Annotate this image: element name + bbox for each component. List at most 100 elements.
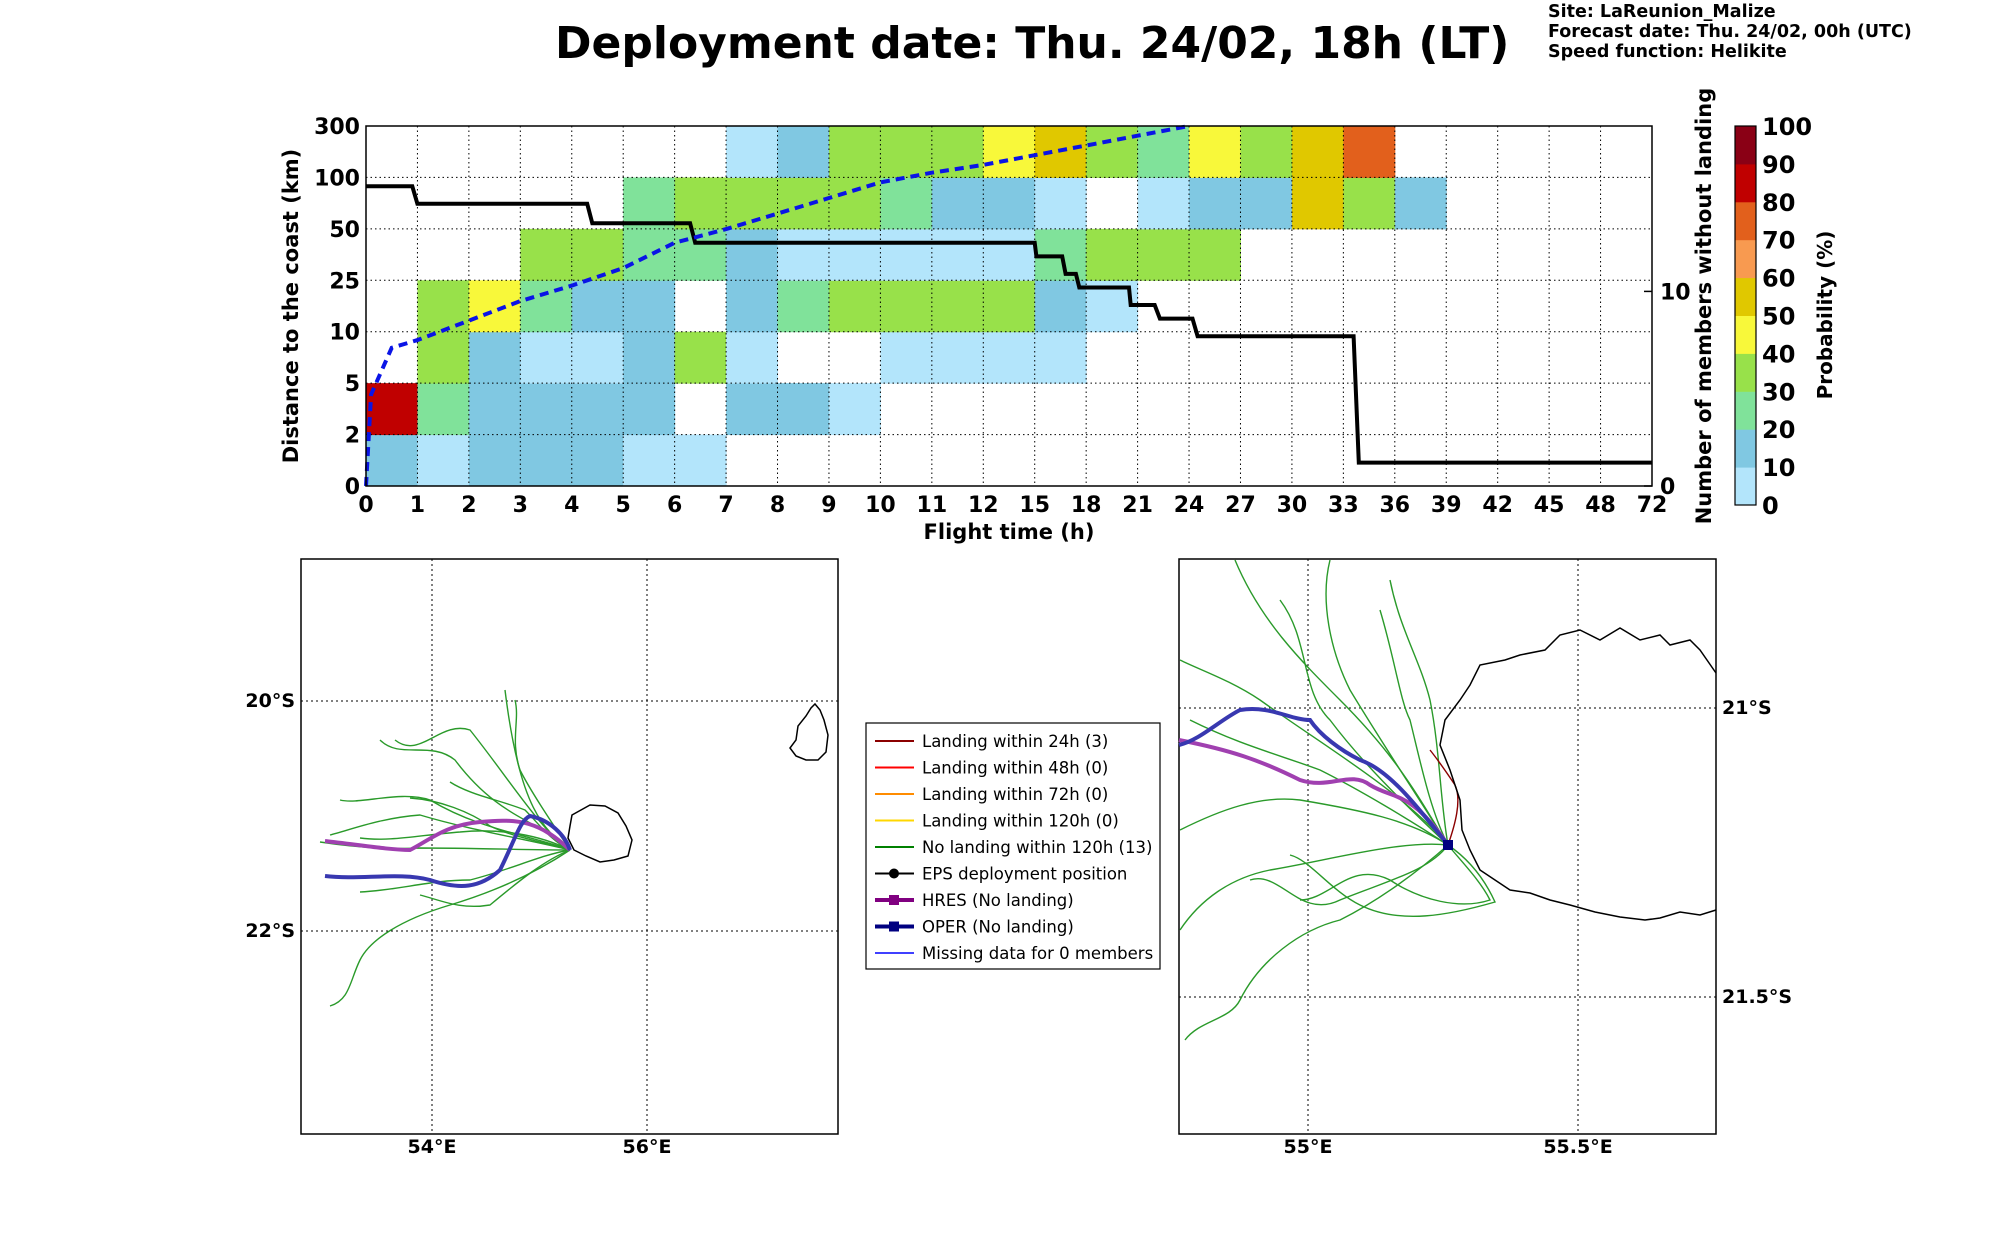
- x-tick-label: 42: [1482, 493, 1513, 518]
- trajectory-path: [1389, 579, 1449, 846]
- forecast-date-line: Forecast date: Thu. 24/02, 00h (UTC): [1548, 22, 1912, 42]
- heatmap-cell: [983, 126, 1036, 178]
- x-tick-label: 27: [1225, 493, 1256, 518]
- heatmap-cell: [931, 228, 984, 281]
- colorbar-segment: [1735, 126, 1756, 165]
- colorbar-tick-label: 0: [1762, 492, 1779, 520]
- heatmap-cell: [623, 383, 676, 436]
- heatmap-cell: [623, 434, 676, 487]
- site-line: Site: LaReunion_Malize: [1548, 2, 1776, 22]
- heatmap-cell: [417, 383, 470, 436]
- heatmap-cell: [1240, 177, 1293, 230]
- colorbar-segment: [1735, 277, 1756, 316]
- x-tick-label: 8: [770, 493, 785, 518]
- heatmap-cell: [880, 177, 933, 230]
- trajectory-path: [1179, 843, 1449, 931]
- hres-trajectory: [1178, 738, 1450, 847]
- trajectory-path: [1179, 798, 1449, 846]
- heatmap-cell: [520, 228, 573, 281]
- heatmap-cell: [520, 331, 573, 384]
- heatmap-cell: [777, 383, 830, 436]
- heatmap-cell: [417, 331, 470, 384]
- hres-trajectory: [324, 818, 572, 853]
- heatmap-cell: [1137, 177, 1190, 230]
- heatmap-cell: [1240, 126, 1293, 178]
- x-tick-label: 15: [1019, 493, 1050, 518]
- trajectory-path: [1325, 559, 1449, 846]
- y-tick-label: 5: [345, 372, 360, 397]
- y2-tick-label: 0: [1660, 475, 1675, 500]
- legend-label: HRES (No landing): [922, 891, 1074, 910]
- legend: Landing within 24h (3) Landing within 48h…: [865, 722, 1161, 970]
- x-tick-label: 36: [1379, 493, 1410, 518]
- heatmap-cell: [674, 331, 727, 384]
- heatmap-series: [364, 124, 1652, 487]
- colorbar-label: Probability (%): [1813, 231, 1837, 400]
- members-without-landing-line: [366, 184, 1652, 465]
- heatmap-cell: [417, 434, 470, 487]
- x-tick-label: 24: [1174, 493, 1205, 518]
- heatmap-cell: [674, 177, 727, 230]
- colorbar-segment: [1735, 467, 1756, 506]
- x-tick-label: 3: [513, 493, 528, 518]
- x-tick-label: 33: [1328, 493, 1359, 518]
- heatmap-cell: [828, 280, 881, 333]
- heatmap-cell: [1291, 177, 1344, 230]
- colorbar-tick-label: 50: [1762, 303, 1795, 331]
- colorbar-frame: [1734, 125, 1757, 506]
- y-tick-label: 100: [314, 166, 360, 191]
- heatmap-cell: [468, 331, 521, 384]
- heatmap-cell: [520, 434, 573, 487]
- colorbar-segment: [1735, 201, 1756, 241]
- trajectory-path: [1379, 609, 1449, 846]
- heatmap-cell: [1034, 177, 1087, 230]
- heatmap-cell: [468, 383, 521, 436]
- heatmap-cell: [828, 126, 881, 178]
- y-tick-label: 0: [345, 475, 360, 500]
- y-tick-label: 50: [329, 218, 360, 243]
- colorbar-tick-label: 100: [1762, 113, 1812, 141]
- colorbar-tick-labels: 0 10 20 30 40 50 60 70 80 90 100: [1762, 113, 1812, 520]
- x-axis-label: Flight time (h): [924, 520, 1095, 544]
- x-tick-label: 11: [917, 493, 948, 518]
- oper-trajectory: [324, 813, 572, 888]
- heatmap-cell: [983, 331, 1036, 384]
- x-tick-label: 2: [461, 493, 476, 518]
- x-tick-label: 10: [865, 493, 896, 518]
- y-axis-label: Distance to the coast (km): [279, 149, 303, 464]
- x-tick-label: 0: [358, 493, 373, 518]
- y-tick-label: 300: [314, 115, 360, 140]
- x-tick-label: 39: [1431, 493, 1462, 518]
- left-map-xtick: 54°E: [408, 1136, 457, 1158]
- right-map-ytick: 21°S: [1722, 697, 1772, 719]
- x-tick-label: 5: [616, 493, 631, 518]
- heatmap-cell: [931, 280, 984, 333]
- heatmap-cell: [1291, 126, 1344, 178]
- forecast-info: Site: LaReunion_Malize Forecast date: Th…: [1548, 2, 1912, 62]
- heatmap-cell: [1086, 228, 1139, 281]
- trajectory-path: [1234, 559, 1449, 846]
- right-map: 55°E 55.5°E 21°S 21.5°S: [1178, 558, 1792, 1158]
- legend-label: Landing within 120h (0): [922, 812, 1119, 831]
- colorbar-tick-label: 30: [1762, 378, 1795, 406]
- colorbar-tick-label: 20: [1762, 416, 1795, 444]
- trajectory-path: [1289, 844, 1496, 918]
- heatmap-cell: [983, 177, 1036, 230]
- trajectory-path: [419, 849, 571, 908]
- deployment-marker: [1443, 840, 1453, 850]
- heatmap-cell: [726, 280, 779, 333]
- x-tick-label: 48: [1585, 493, 1616, 518]
- heatmap-cell: [726, 383, 779, 436]
- colorbar-segment: [1735, 315, 1756, 354]
- x-tick-label: 6: [667, 493, 682, 518]
- colorbar-segment: [1735, 353, 1756, 392]
- trajectory-path: [1249, 844, 1449, 906]
- x-tick-label: 12: [968, 493, 999, 518]
- heatmap-cell: [623, 177, 676, 230]
- trajectory-path: [1299, 844, 1491, 905]
- heatmap-cell: [931, 177, 984, 230]
- right-map-xtick: 55.5°E: [1543, 1136, 1612, 1158]
- trajectory-path: [329, 814, 571, 851]
